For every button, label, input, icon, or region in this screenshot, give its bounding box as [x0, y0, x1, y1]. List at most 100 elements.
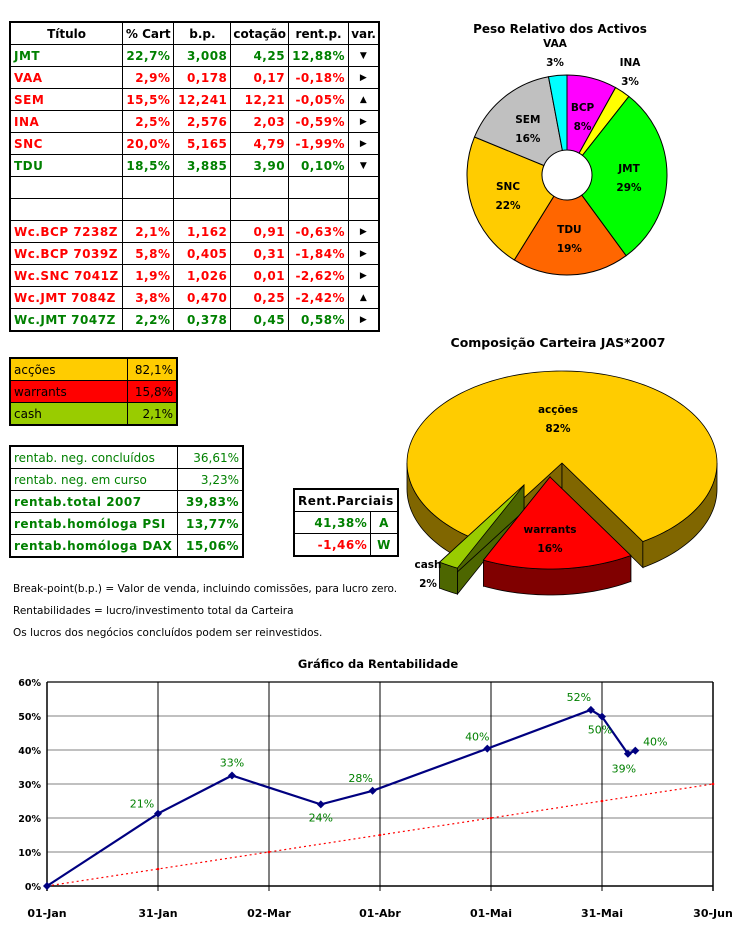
y-tick-label: 0%: [25, 882, 42, 893]
data-point[interactable]: [598, 712, 606, 721]
slice-percent: 29%: [616, 182, 642, 194]
composition-row: warrants 15,8%: [9, 380, 178, 403]
rentab-label: rentab. neg. em curso: [9, 468, 178, 491]
titulo-cell: TDU: [9, 154, 124, 177]
data-label: 52%: [567, 691, 591, 704]
data-point[interactable]: [43, 882, 51, 890]
rentab-table: rentab. neg. concluídos 36,61% rentab. neg…: [9, 445, 244, 558]
pie-slice-sem[interactable]: [473, 76, 563, 167]
cotacao-cell: 0,45: [230, 308, 290, 332]
data-point[interactable]: [631, 746, 640, 755]
rent-cell: -1,99%: [288, 132, 350, 155]
bp-cell: 1,162: [173, 220, 232, 243]
data-point[interactable]: [586, 705, 595, 714]
table-row: VAA 2,9% 0,178 0,17 -0,18% ▶: [9, 66, 380, 89]
rent-cell: [288, 198, 350, 221]
bp-cell: [173, 198, 232, 221]
note-breakpoint: Break-point(b.p.) = Valor de venda, incl…: [13, 583, 398, 595]
y-tick-label: 20%: [18, 814, 41, 825]
rentab-row: rentab.total 2007 39,83%: [9, 490, 244, 513]
cart-cell: 2,5%: [122, 110, 175, 133]
column-header[interactable]: cotação: [230, 21, 290, 45]
slice-percent: 8%: [574, 121, 592, 133]
pie-slice-vaa[interactable]: [547, 74, 568, 152]
data-point[interactable]: [154, 809, 162, 818]
y-tick-label: 30%: [18, 780, 41, 791]
triangle-right-icon: ▶: [348, 242, 380, 265]
benchmark-point: [267, 850, 271, 854]
slice-percent: 2%: [419, 578, 437, 590]
composition-row: acções 82,1%: [9, 357, 178, 381]
rentab-value: 13,77%: [177, 512, 244, 535]
rentab-label: rentab.total 2007: [9, 490, 178, 513]
data-point[interactable]: [368, 786, 377, 795]
table-row: INA 2,5% 2,576 2,03 -0,59% ▶: [9, 110, 380, 133]
cotacao-cell: 3,90: [230, 154, 290, 177]
table-row: Wc.JMT 7084Z 3,8% 0,470 0,25 -2,42% ▲: [9, 286, 380, 309]
bp-cell: 0,470: [173, 286, 232, 309]
column-header[interactable]: b.p.: [173, 21, 232, 45]
triangle-down-icon: ▼: [348, 44, 380, 67]
titulo-cell: SNC: [9, 132, 124, 155]
cart-cell: 2,2%: [122, 308, 175, 332]
data-point[interactable]: [623, 749, 632, 758]
slice-percent: 3%: [546, 57, 564, 69]
data-point[interactable]: [228, 771, 236, 780]
benchmark-point: [600, 799, 604, 803]
cotacao-cell: 0,17: [230, 66, 290, 89]
pie3d-slice-warrants[interactable]: [482, 475, 632, 596]
data-label: 40%: [465, 731, 489, 744]
data-point[interactable]: [483, 744, 492, 753]
cotacao-cell: 2,03: [230, 110, 290, 133]
slice-percent: 16%: [515, 133, 541, 145]
titulo-cell: INA: [9, 110, 124, 133]
titulo-cell: Wc.BCP 7039Z: [9, 242, 124, 265]
cotacao-cell: 0,31: [230, 242, 290, 265]
benchmark-point: [489, 816, 493, 820]
table-row: Wc.SNC 7041Z 1,9% 1,026 0,01 -2,62% ▶: [9, 264, 380, 287]
pie-slice-jmt[interactable]: [581, 95, 668, 257]
cart-cell: 5,8%: [122, 242, 175, 265]
pie3d-slice-cash[interactable]: [438, 483, 525, 596]
cotacao-cell: 0,91: [230, 220, 290, 243]
triangle-right-icon: ▶: [348, 220, 380, 243]
note-rentabilidades: Rentabilidades = lucro/investimento tota…: [13, 605, 294, 617]
x-tick-label: 31-Mai: [581, 907, 623, 920]
composition-row: cash 2,1%: [9, 402, 178, 426]
x-tick-label: 31-Jan: [138, 907, 177, 920]
data-label: 40%: [643, 736, 667, 749]
cotacao-cell: [230, 198, 290, 221]
cart-cell: 22,7%: [122, 44, 175, 67]
composition-table: acções 82,1% warrants 15,8% cash 2,1%: [9, 357, 178, 426]
x-tick-label: 01-Abr: [359, 907, 401, 920]
column-header[interactable]: % Cart: [122, 21, 175, 45]
slice-label: VAA: [543, 38, 568, 50]
parcial-value: 41,38%: [293, 511, 372, 534]
x-tick-label: 02-Mar: [247, 907, 291, 920]
rent-cell: -0,63%: [288, 220, 350, 243]
column-header[interactable]: rent.p.: [288, 21, 350, 45]
rent-cell: 0,58%: [288, 308, 350, 332]
table-row: Wc.BCP 7039Z 5,8% 0,405 0,31 -1,84% ▶: [9, 242, 380, 265]
bp-cell: 1,026: [173, 264, 232, 287]
data-label: 24%: [309, 811, 333, 824]
bp-cell: 0,378: [173, 308, 232, 332]
titulo-cell: [9, 198, 124, 221]
empty-cell: [348, 198, 380, 221]
bp-cell: 12,241: [173, 88, 232, 111]
holdings-table: Título% Cart b.p. cotação rent.p. var. JMT 22…: [9, 21, 380, 332]
parcial-value: -1,46%: [293, 533, 372, 557]
x-tick-label: 30-Jun: [693, 907, 733, 920]
table-row: SNC 20,0% 5,165 4,79 -1,99% ▶: [9, 132, 380, 155]
rent-cell: -2,42%: [288, 286, 350, 309]
rent-cell: [288, 176, 350, 199]
parcial-row: 41,38% A: [293, 511, 399, 534]
cotacao-cell: 0,01: [230, 264, 290, 287]
slice-percent: 3%: [621, 76, 639, 88]
pie-slice-snc[interactable]: [466, 136, 555, 261]
column-header[interactable]: var.: [348, 21, 380, 45]
data-point[interactable]: [316, 800, 325, 809]
column-header[interactable]: Título: [9, 21, 124, 45]
composition-value: 15,8%: [127, 380, 178, 403]
line-title: Gráfico da Rentabilidade: [298, 657, 458, 671]
